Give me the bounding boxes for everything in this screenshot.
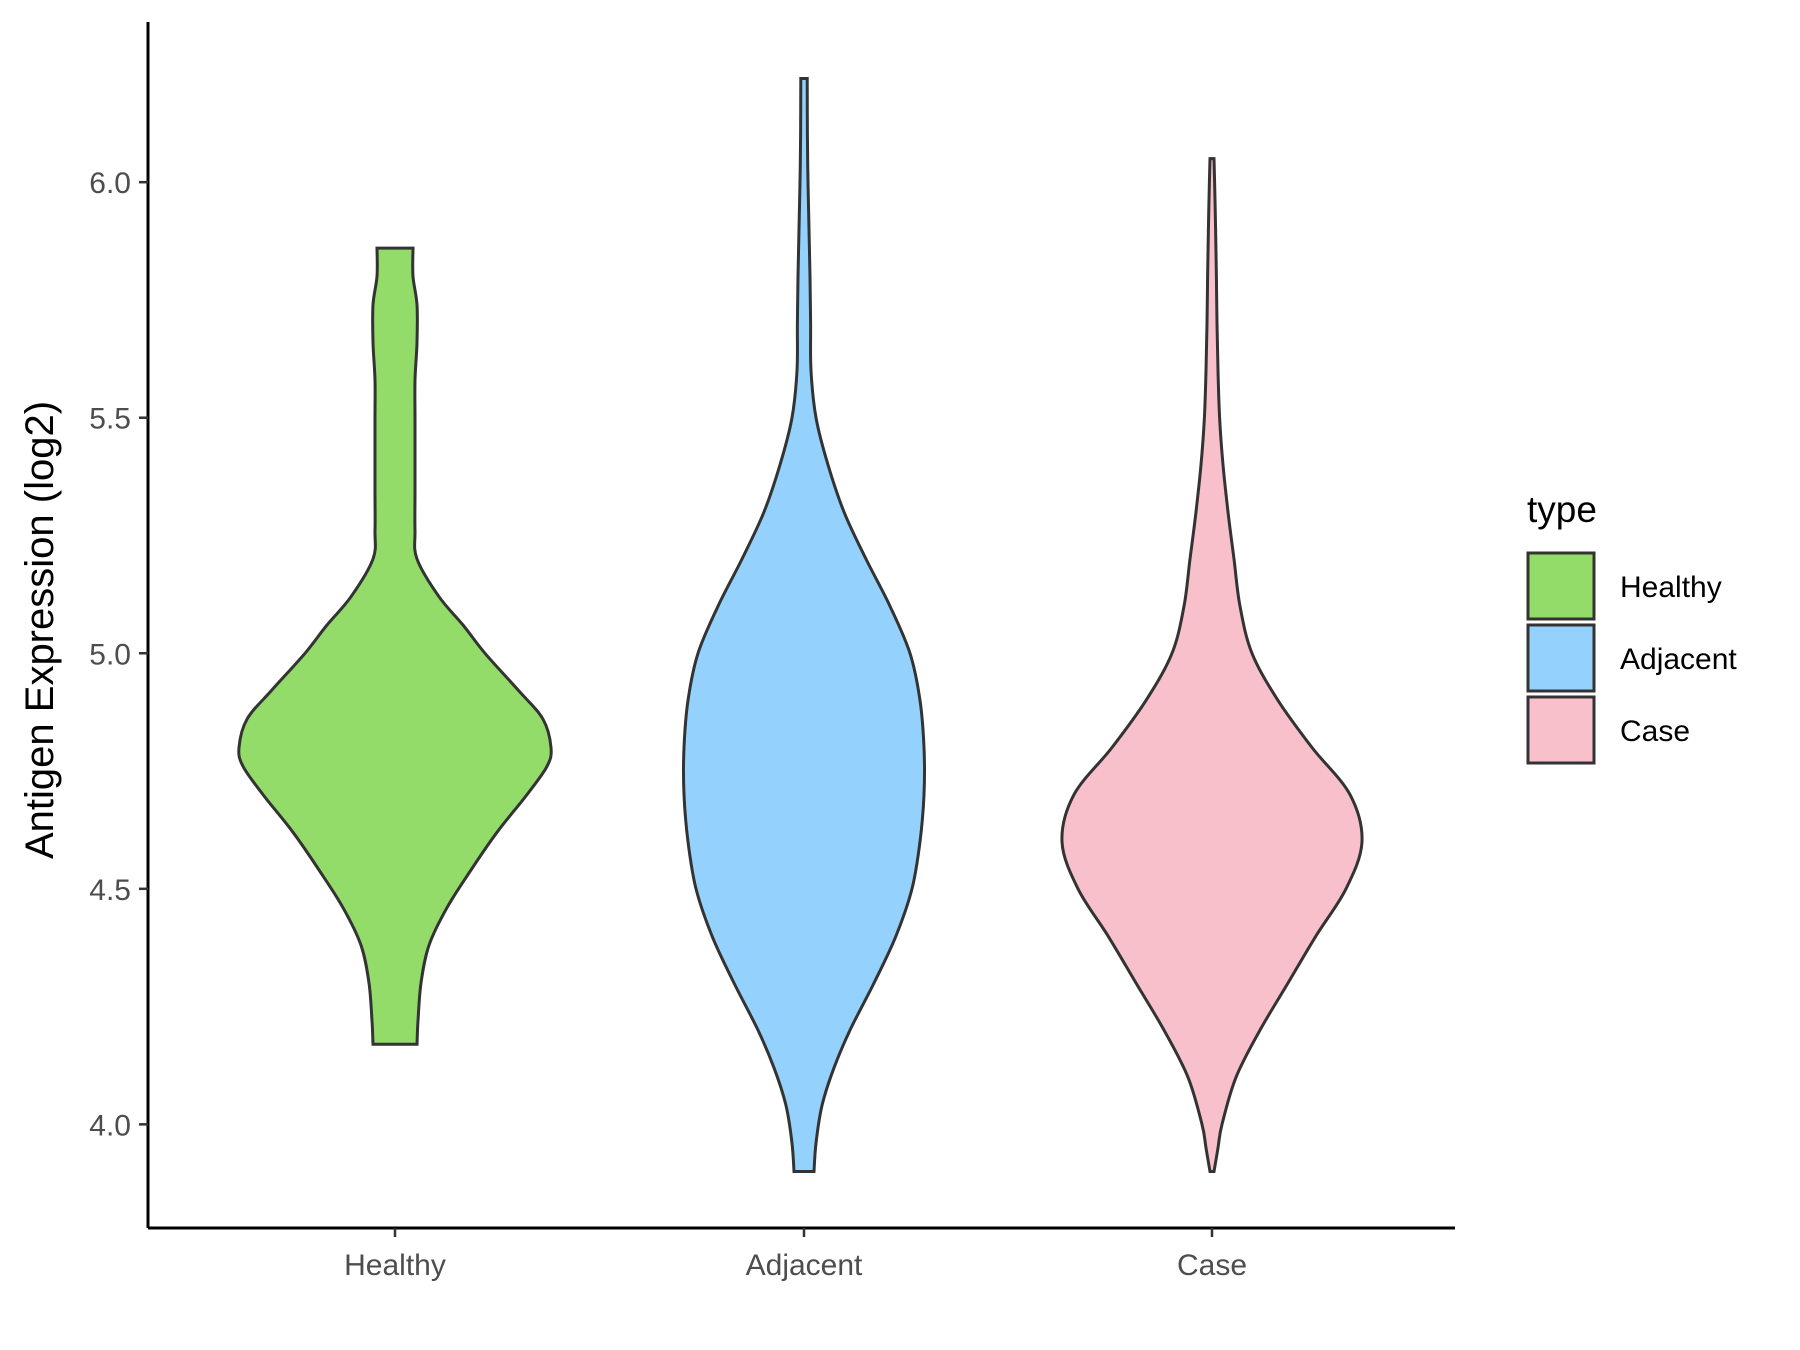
y-tick-label: 4.5 (89, 874, 131, 907)
y-axis-label: Antigen Expression (log2) (18, 401, 62, 859)
x-tick-label: Healthy (344, 1249, 446, 1282)
x-axis: Healthy Adjacent Case (148, 1226, 1455, 1282)
legend-key-healthy (1526, 551, 1596, 621)
y-tick-label: 5.5 (89, 403, 131, 436)
legend-label-adjacent: Adjacent (1620, 643, 1737, 676)
y-tick-label: 5.0 (89, 638, 131, 671)
x-tick-label: Case (1177, 1249, 1247, 1282)
y-tick-label: 6.0 (89, 167, 131, 200)
legend-key-adjacent (1526, 623, 1596, 693)
x-tick-label: Adjacent (746, 1249, 863, 1282)
legend: type Healthy Adjacent Case (1526, 489, 1737, 765)
legend-label-case: Case (1620, 715, 1690, 748)
legend-key-case (1526, 695, 1596, 765)
y-tick-label: 4.0 (89, 1109, 131, 1142)
violin-adjacent (681, 77, 927, 1173)
legend-title: type (1527, 489, 1597, 530)
violin-healthy (237, 246, 553, 1046)
violin-case (1060, 157, 1364, 1173)
y-axis: 4.0 4.5 5.0 5.5 6.0 (89, 22, 150, 1228)
violin-layer (237, 77, 1364, 1173)
legend-label-healthy: Healthy (1620, 571, 1722, 604)
